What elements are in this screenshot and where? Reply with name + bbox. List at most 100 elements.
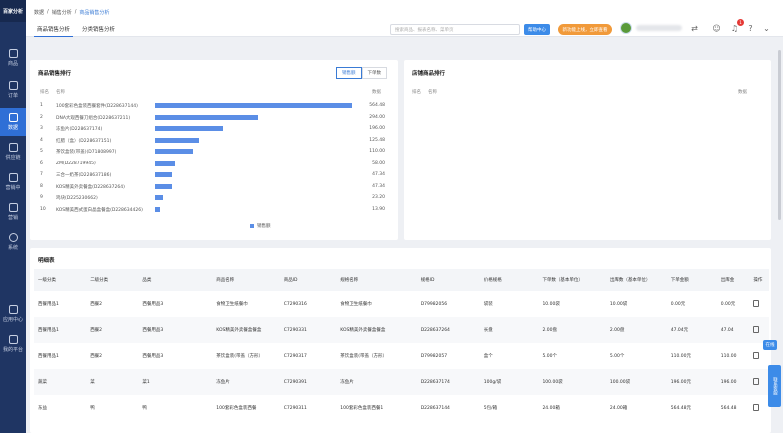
table-cell: 100.00袋 — [538, 369, 606, 395]
document-icon[interactable] — [753, 325, 760, 333]
table-cell: D79982057 — [420, 353, 448, 359]
table-cell: 西餐用品3 — [142, 302, 164, 307]
customer-service-tab[interactable]: 联系客服 — [768, 365, 781, 407]
breadcrumb-item[interactable]: 数据 — [34, 10, 45, 16]
table-row: 西餐用品1 西餐2 西餐用品3 KOS精美外卖餐盒餐盒 C7290331 KOS精美外卖餐… — [34, 317, 769, 343]
row-action — [749, 317, 769, 343]
table-cell: 2.00盘 — [605, 317, 667, 343]
table-cell: 0.00元 — [720, 302, 736, 307]
toggle-sales[interactable]: 销售额 — [336, 67, 362, 79]
col-rank: 排名 — [40, 90, 49, 95]
switch-icon[interactable]: ⇄ — [691, 24, 698, 33]
rank-value: 47.34 — [372, 172, 385, 177]
table-cell: 5.00个 — [609, 354, 625, 359]
shop-panel-title: 店铺商品排行 — [412, 71, 446, 77]
rank-value: 125.48 — [369, 137, 385, 143]
rank-number: 7 — [40, 172, 43, 177]
sidebar-item-supply[interactable]: 供应链 — [0, 138, 26, 166]
sidebar-item-app-center[interactable]: 应用中心 — [0, 300, 26, 328]
document-icon[interactable] — [753, 299, 760, 307]
rank-row: 8 KOS精美外卖餐盒(D228637264) 47.34 — [40, 183, 385, 191]
metric-toggle: 销售额 下单数 — [336, 67, 387, 79]
tab-category-sales[interactable]: 分类销售分析 — [82, 27, 116, 33]
sidebar-item-marketing-center[interactable]: 营销中 — [0, 168, 26, 196]
rank-number: 10 — [40, 206, 46, 212]
help-icon[interactable]: ? — [748, 24, 753, 33]
table-cell: 西餐用品3 — [138, 317, 213, 343]
chevron-down-icon[interactable]: ⌄ — [763, 24, 770, 33]
table-cell: KOS精美外卖餐盒餐盒 — [336, 317, 417, 343]
rank-value: 196.00 — [369, 126, 385, 131]
table-header-cell: 下单数（基本单位） — [538, 269, 606, 291]
help-center-button[interactable]: 帮助中心 — [524, 24, 550, 35]
rank-product-name: 冻鱼片(D228637174) — [56, 127, 103, 132]
sidebar-item-my-platform[interactable]: 我的平台 — [0, 330, 26, 358]
table-cell: 100.00袋 — [605, 369, 667, 395]
megaphone-icon — [8, 173, 18, 182]
sidebar-item-orders[interactable]: 订单 — [0, 76, 26, 104]
table-cell: 西餐2 — [86, 317, 139, 343]
tab-goods-sales[interactable]: 商品销售分析 — [34, 22, 74, 37]
user-name-blurred[interactable] — [636, 25, 682, 31]
box-icon — [8, 335, 18, 344]
table-header-cell: 规格名称 — [336, 269, 417, 291]
rank-bar — [155, 126, 224, 131]
sidebar-item-goods[interactable]: 商品 — [0, 44, 26, 72]
avatar[interactable] — [620, 22, 632, 34]
table-cell: 西餐用品1 — [38, 354, 59, 359]
rank-bar — [155, 195, 164, 200]
legend-swatch — [250, 224, 254, 228]
table-cell: 茶饮盒装(带盖（方形） — [216, 354, 264, 359]
rank-bar — [155, 160, 176, 166]
sidebar-item-system[interactable]: 系统 — [0, 228, 26, 256]
promo-button[interactable]: 新功能上线，立即查看 — [558, 24, 612, 35]
rank-bar — [155, 206, 160, 212]
table-cell: 100套彩色盒装西餐1 — [340, 406, 384, 411]
document-icon[interactable] — [753, 377, 760, 385]
table-cell: 110.00元 — [670, 354, 691, 359]
scrollbar[interactable] — [778, 50, 781, 220]
table-cell: 100g/袋 — [479, 369, 539, 395]
table-cell: 东益 — [38, 406, 47, 411]
table-cell: 鸭 — [90, 406, 95, 411]
rank-product-name: KOS精美外卖餐盒(D228637264) — [56, 184, 125, 190]
col-name: 名称 — [56, 90, 65, 95]
sidebar-item-marketing[interactable]: 营销 — [0, 198, 26, 226]
rank-row: 6 ZM(D228719945) 58.00 — [40, 160, 385, 168]
rank-value: 110.00 — [369, 149, 385, 154]
table-row: 东益 鸭 鸭 100套彩色盒装西餐 C7290311 100套彩色盒装西餐1 D228637… — [34, 395, 769, 421]
document-icon[interactable] — [753, 351, 760, 359]
shop-icon — [8, 49, 18, 58]
rank-row: 1 100套彩色盒装西餐套件(D228637144) 564.48 — [40, 102, 385, 110]
document-icon[interactable] — [753, 403, 760, 411]
breadcrumb-item[interactable]: 销售分析 — [51, 10, 72, 16]
detail-title: 明细表 — [38, 258, 55, 264]
table-cell: 196.00 — [716, 369, 750, 395]
col-value: 数据 — [372, 90, 381, 95]
sidebar-item-data[interactable]: 数据 — [0, 108, 26, 136]
table-cell: 24.00箱 — [542, 406, 560, 411]
rank-number: 8 — [40, 183, 43, 189]
sub-tabs: 商品销售分析 分类销售分析 — [34, 22, 118, 37]
toggle-orders[interactable]: 下单数 — [361, 67, 387, 79]
table-cell: 2.00盘 — [538, 317, 606, 343]
rank-number: 6 — [40, 160, 43, 166]
rank-row: 5 茶饮盒装(带盖)(D71808997) 110.00 — [40, 148, 385, 156]
table-cell: 长盘 — [479, 317, 539, 343]
table-header-cell: 价格规格 — [479, 269, 539, 291]
table-cell: 0.00元 — [670, 302, 686, 307]
rank-product-name: 鸡块(D225230662) — [56, 196, 98, 201]
table-cell: 10.00袋 — [542, 302, 560, 307]
rank-number: 9 — [40, 195, 43, 200]
bell-icon[interactable]: ♫ — [730, 24, 739, 33]
table-cell: KOS精美外卖餐盒餐盒 — [212, 317, 280, 343]
table-cell: C7290331 — [279, 317, 337, 343]
tag-icon — [8, 203, 18, 212]
online-tab[interactable]: 在线 — [763, 340, 777, 350]
search-input[interactable]: 搜索商品、报表名称、菜单页 — [390, 24, 520, 35]
user-icon[interactable]: ☺ — [712, 24, 721, 33]
shop-col-value: 数据 — [738, 90, 747, 95]
shop-col-name: 名称 — [428, 90, 437, 95]
table-header-cell: 操作 — [749, 269, 769, 291]
rank-row: 10 KOS精美西式蛋白晶盒餐盒(D228634426) 13.90 — [40, 206, 385, 214]
